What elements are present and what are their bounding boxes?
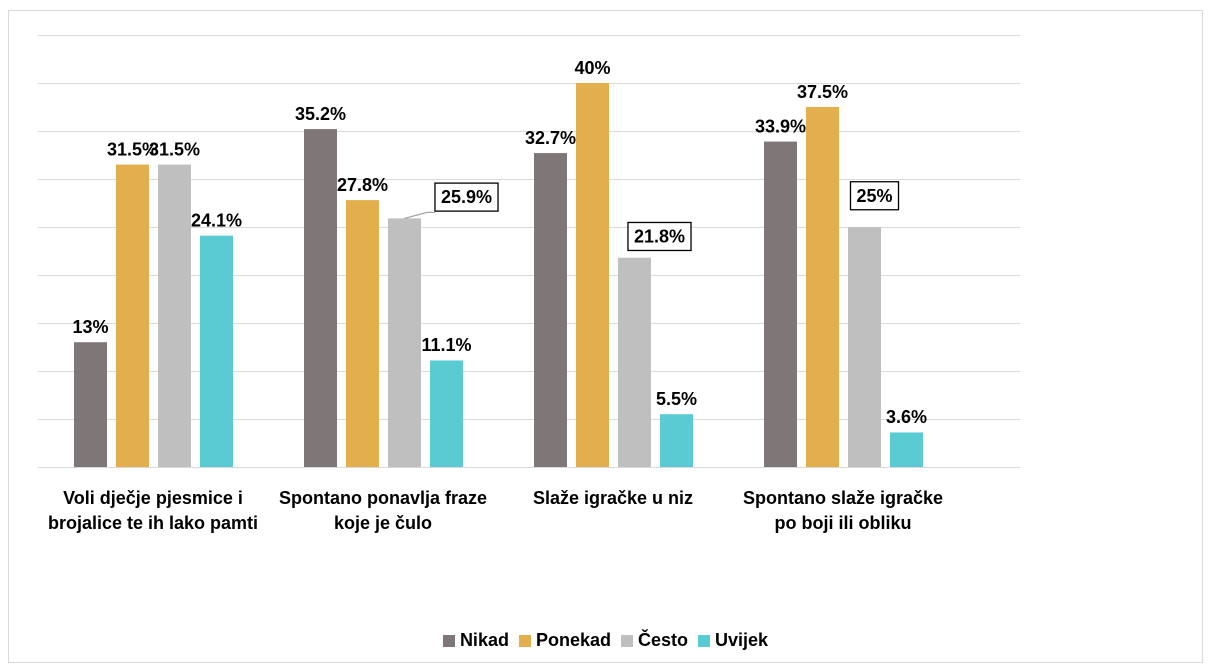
leader-line — [404, 211, 435, 219]
legend-item: Ponekad — [518, 630, 611, 651]
x-tick-label: Slaže igračke u niz — [532, 488, 694, 508]
bar — [848, 227, 881, 467]
legend-label: Uvijek — [715, 630, 769, 650]
data-label: 40% — [574, 58, 610, 78]
data-label: 3.6% — [886, 407, 927, 427]
legend-label: Ponekad — [535, 630, 611, 650]
legend-swatch — [698, 634, 711, 647]
data-label: 27.8% — [337, 175, 388, 195]
bar — [576, 83, 609, 467]
chart-border — [8, 10, 1203, 663]
bar — [116, 164, 149, 467]
bar — [200, 235, 233, 467]
legend-swatch — [442, 634, 455, 647]
data-label: 37.5% — [797, 82, 848, 102]
data-label: 35.2% — [295, 104, 346, 124]
legend-item: Često — [621, 630, 688, 651]
bar — [764, 141, 797, 467]
bar — [304, 129, 337, 467]
data-label: 31.5% — [149, 139, 200, 159]
legend-item: Uvijek — [698, 630, 768, 651]
x-tick-label: Spontano ponavlja fraze koje je čulo — [278, 488, 488, 533]
data-label: 24.1% — [191, 210, 242, 230]
legend-item: Nikad — [442, 630, 509, 651]
bar — [534, 153, 567, 467]
bar — [430, 360, 463, 467]
bar — [346, 200, 379, 467]
data-label: 32.7% — [525, 128, 576, 148]
data-label: 13% — [72, 317, 108, 337]
bar — [890, 432, 923, 467]
data-label: 25% — [856, 186, 892, 206]
legend-swatch — [621, 634, 633, 647]
x-tick-label: Voli dječje pjesmice i brojalice te ih l… — [47, 488, 259, 533]
data-label: 11.1% — [421, 335, 471, 355]
legend-label: Često — [638, 630, 689, 650]
label-box — [627, 221, 692, 252]
data-label: 21.8% — [634, 226, 685, 246]
legend-swatch — [518, 634, 531, 647]
bar — [158, 164, 191, 467]
legend-label: Nikad — [459, 630, 509, 650]
data-label: 5.5% — [656, 389, 697, 409]
bar — [806, 107, 839, 467]
bar — [388, 218, 421, 467]
data-label: 31.5% — [107, 139, 158, 159]
x-tick-label: Spontano slaže igračke po boji ili oblik… — [742, 488, 944, 533]
bar — [660, 414, 693, 467]
legend: Nikad Ponekad Često Uvijek — [0, 630, 1211, 651]
bar — [74, 342, 107, 467]
label-box — [849, 181, 900, 211]
bar — [618, 257, 651, 467]
data-label: 33.9% — [755, 116, 806, 136]
label-box — [434, 182, 499, 212]
data-label: 25.9% — [441, 187, 492, 207]
